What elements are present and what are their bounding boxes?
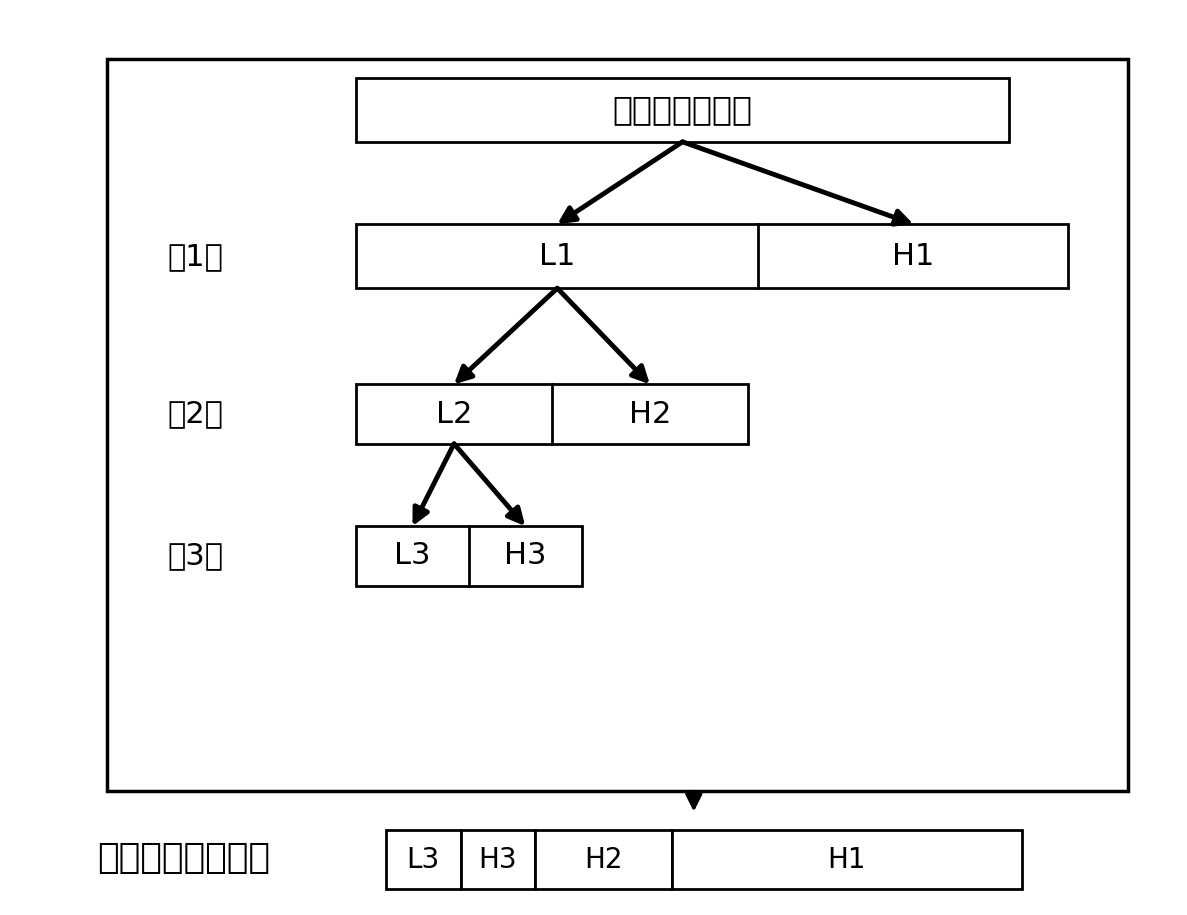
Text: H3: H3 (478, 845, 518, 874)
Bar (356, 224, 1068, 288)
Text: H2: H2 (584, 845, 623, 874)
Bar (356, 526, 582, 586)
Text: H1: H1 (827, 845, 867, 874)
Bar (535, 830, 672, 889)
Text: 第一音频帧信号: 第一音频帧信号 (612, 93, 753, 126)
Bar (386, 830, 461, 889)
Text: 第1级: 第1级 (167, 242, 224, 271)
Text: L3: L3 (394, 542, 431, 570)
Text: 第2级: 第2级 (167, 399, 224, 428)
Text: H3: H3 (504, 542, 546, 570)
Bar (356, 78, 1009, 142)
Bar (461, 830, 535, 889)
Text: H2: H2 (629, 400, 671, 428)
Text: H1: H1 (893, 242, 934, 271)
Bar (107, 59, 1128, 791)
Text: L3: L3 (406, 845, 440, 874)
Bar (672, 830, 1022, 889)
Text: 第3级: 第3级 (167, 541, 224, 570)
Text: L1: L1 (539, 242, 576, 271)
Text: L2: L2 (436, 400, 472, 428)
Text: 第一小波分解信号: 第一小波分解信号 (97, 841, 271, 876)
Bar (356, 384, 748, 444)
